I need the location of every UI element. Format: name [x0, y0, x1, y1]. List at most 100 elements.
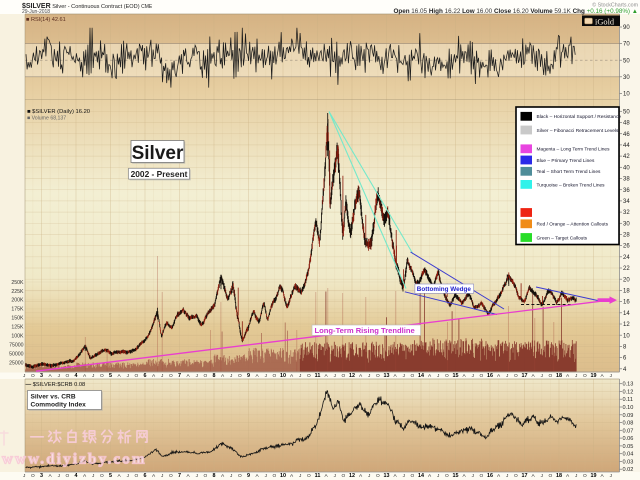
svg-text:12: 12: [349, 373, 355, 379]
svg-text:29-Jun-2018: 29-Jun-2018: [22, 9, 50, 15]
svg-text:A: A: [497, 473, 501, 479]
svg-text:Teal – Short Term Trend Lines: Teal – Short Term Trend Lines: [537, 169, 602, 175]
svg-text:J: J: [127, 473, 130, 479]
svg-text:17: 17: [522, 473, 528, 479]
svg-text:J: J: [58, 373, 61, 379]
svg-text:A: A: [152, 373, 156, 379]
svg-text:7: 7: [178, 373, 181, 379]
svg-text:5: 5: [109, 373, 112, 379]
svg-text:200K: 200K: [11, 298, 24, 304]
svg-text:J: J: [506, 473, 509, 479]
svg-text:O: O: [411, 373, 415, 379]
svg-text:10: 10: [280, 473, 286, 479]
svg-text:42: 42: [623, 154, 630, 160]
svg-text:A: A: [221, 373, 225, 379]
svg-text:O: O: [273, 373, 277, 379]
svg-text:J: J: [299, 373, 302, 379]
svg-text:4: 4: [623, 367, 627, 373]
svg-text:Silver vs. CRB: Silver vs. CRB: [31, 393, 76, 400]
svg-text:14: 14: [623, 311, 630, 317]
svg-text:A: A: [600, 373, 604, 379]
svg-text:34: 34: [623, 199, 630, 205]
svg-text:— $SILVER:$CRB 0.08: — $SILVER:$CRB 0.08: [26, 382, 86, 388]
svg-text:13: 13: [384, 373, 390, 379]
svg-text:30: 30: [623, 221, 630, 227]
svg-text:6: 6: [144, 373, 147, 379]
svg-text:44: 44: [623, 143, 630, 149]
svg-text:J: J: [403, 473, 406, 479]
svg-text:J: J: [92, 373, 95, 379]
svg-text:O: O: [100, 373, 104, 379]
svg-text:0.06: 0.06: [623, 436, 634, 442]
svg-text:38: 38: [623, 177, 630, 183]
svg-text:J: J: [299, 473, 302, 479]
svg-text:28: 28: [623, 233, 630, 239]
svg-text:J: J: [506, 373, 509, 379]
svg-text:7: 7: [178, 473, 181, 479]
svg-text:A: A: [117, 473, 121, 479]
svg-text:18: 18: [556, 373, 562, 379]
svg-text:A: A: [428, 473, 432, 479]
svg-text:O: O: [376, 473, 380, 479]
svg-text:A: A: [428, 373, 432, 379]
svg-text:0.12: 0.12: [623, 390, 634, 396]
svg-text:A: A: [324, 373, 328, 379]
svg-text:4: 4: [75, 473, 78, 479]
svg-text:A: A: [290, 373, 294, 379]
svg-text:O: O: [204, 373, 208, 379]
svg-text:26: 26: [623, 244, 630, 250]
svg-text:O: O: [583, 373, 587, 379]
svg-text:32: 32: [623, 210, 630, 216]
svg-text:O: O: [376, 373, 380, 379]
svg-text:O: O: [583, 473, 587, 479]
svg-text:30: 30: [623, 75, 630, 81]
svg-text:46: 46: [623, 132, 630, 138]
svg-text:16: 16: [623, 300, 630, 306]
svg-text:0.09: 0.09: [623, 413, 634, 419]
svg-text:J: J: [575, 373, 578, 379]
svg-text:O: O: [238, 473, 242, 479]
svg-text:J: J: [472, 373, 475, 379]
svg-text:A: A: [186, 373, 190, 379]
svg-text:O: O: [66, 473, 70, 479]
svg-text:75000: 75000: [9, 342, 24, 348]
svg-text:0.08: 0.08: [623, 421, 634, 427]
svg-text:A: A: [600, 473, 604, 479]
svg-text:J: J: [92, 473, 95, 479]
svg-text:6: 6: [144, 473, 147, 479]
svg-text:O: O: [514, 373, 518, 379]
svg-text:24: 24: [623, 255, 630, 261]
svg-text:J: J: [472, 473, 475, 479]
svg-text:O: O: [31, 473, 35, 479]
svg-text:J: J: [437, 373, 440, 379]
svg-text:O: O: [100, 473, 104, 479]
svg-text:J: J: [58, 473, 61, 479]
svg-text:■ Volume 68,137: ■ Volume 68,137: [27, 116, 66, 122]
svg-text:150K: 150K: [11, 316, 24, 322]
svg-text:15: 15: [453, 473, 459, 479]
svg-text:■ RSI(14) 42.61: ■ RSI(14) 42.61: [26, 17, 66, 23]
svg-text:iGold: iGold: [595, 18, 615, 27]
svg-text:J: J: [437, 473, 440, 479]
svg-text:O: O: [169, 473, 173, 479]
svg-text:175K: 175K: [11, 307, 24, 313]
svg-text:Long-Term Rising Trendline: Long-Term Rising Trendline: [315, 326, 415, 335]
svg-text:A: A: [531, 473, 535, 479]
svg-text:A: A: [255, 473, 259, 479]
svg-text:O: O: [549, 473, 553, 479]
svg-text:250K: 250K: [11, 280, 24, 286]
svg-text:6: 6: [623, 356, 627, 362]
svg-text:8: 8: [213, 373, 216, 379]
svg-text:5: 5: [109, 473, 112, 479]
svg-text:Silver: Silver: [132, 143, 184, 164]
svg-text:J: J: [23, 473, 26, 479]
svg-text:11: 11: [315, 473, 321, 479]
svg-text:13: 13: [384, 473, 390, 479]
svg-text:Commodity Index: Commodity Index: [31, 401, 87, 408]
svg-text:20: 20: [623, 277, 630, 283]
svg-text:O: O: [169, 373, 173, 379]
svg-text:40: 40: [623, 165, 630, 171]
svg-text:J: J: [541, 373, 544, 379]
svg-text:J: J: [368, 473, 371, 479]
svg-text:18: 18: [556, 473, 562, 479]
